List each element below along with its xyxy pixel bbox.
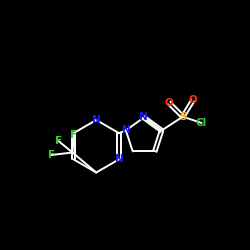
Text: O: O — [165, 98, 173, 108]
Text: N: N — [114, 154, 123, 164]
Text: F: F — [55, 136, 62, 146]
Text: F: F — [70, 130, 77, 140]
Text: O: O — [188, 96, 197, 106]
Text: N: N — [92, 115, 100, 125]
Text: S: S — [179, 112, 186, 122]
Text: N: N — [140, 112, 148, 122]
Text: Cl: Cl — [196, 118, 207, 128]
Text: F: F — [48, 150, 55, 160]
Text: N: N — [122, 126, 130, 136]
